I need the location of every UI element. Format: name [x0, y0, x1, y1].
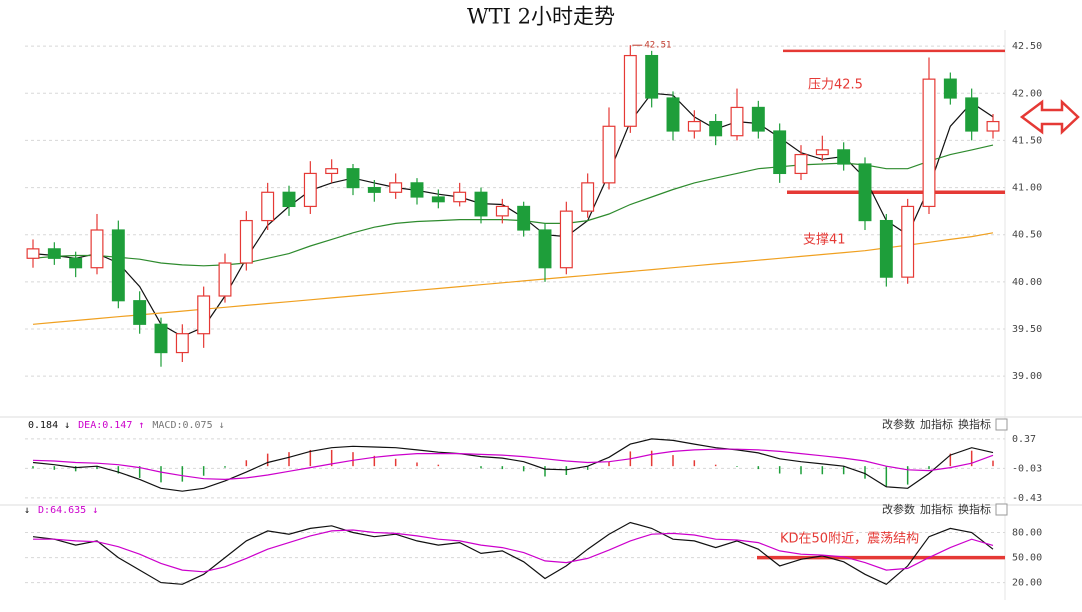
- plot: 42.50 42.00 41.50 41.00 40.50 40.00 39.50 39.00…: [24, 41, 1042, 589]
- candle-body: [26, 248, 40, 259]
- candle-body: [687, 120, 701, 132]
- candle-body: [922, 78, 936, 208]
- y-tick-label: 41.00: [1012, 183, 1042, 194]
- candle-body: [495, 205, 509, 217]
- legend-entry: MACD:0.075 ↓: [152, 420, 224, 431]
- panel-button: 改参数: [882, 417, 915, 431]
- candle-body: [431, 196, 445, 203]
- legend-entry: 0.184 ↓: [28, 420, 70, 431]
- indicator-line: [32, 232, 994, 325]
- candle-body: [538, 229, 552, 269]
- panel-button: 加指标: [920, 502, 953, 516]
- indicator-line: [32, 438, 994, 492]
- y-tick-label: 40.00: [1012, 277, 1042, 288]
- high-label: 42.51: [644, 41, 671, 51]
- double-arrow: [1019, 99, 1080, 135]
- candle-body: [559, 210, 573, 269]
- candle-body: [581, 182, 595, 212]
- candle-body: [69, 257, 83, 269]
- indicator-line: [32, 92, 994, 338]
- candle-body: [474, 191, 488, 217]
- candle-body: [303, 172, 317, 208]
- chart-title: WTI 2小时走势: [467, 5, 615, 29]
- candle-body: [389, 182, 403, 193]
- candle-body: [325, 168, 339, 175]
- candle-body: [709, 120, 723, 137]
- candle-body: [453, 191, 467, 203]
- indicator-line: [32, 448, 994, 481]
- candle-body: [367, 186, 381, 193]
- candle-body: [47, 248, 61, 259]
- candle-body: [239, 219, 253, 264]
- panel-button: 改参数: [882, 502, 915, 516]
- candle-body: [282, 191, 296, 208]
- panel-button: 换指标: [958, 502, 991, 516]
- y-tick-label: 42.00: [1012, 88, 1042, 99]
- candle-body: [837, 149, 851, 165]
- candle-body: [133, 300, 147, 325]
- candle-body: [623, 54, 637, 127]
- candle-body: [965, 97, 979, 132]
- y-tick-label: 42.50: [1012, 41, 1042, 52]
- legend-entry: D:64.635 ↓: [38, 505, 98, 516]
- annotation: 支撑41: [803, 233, 846, 248]
- indicator-line: [33, 529, 994, 573]
- candle-body: [901, 205, 915, 278]
- indicator-line: [32, 521, 994, 586]
- candle-body: [751, 106, 765, 132]
- candle-body: [773, 130, 787, 175]
- candle-body: [794, 153, 808, 175]
- candle-body: [111, 229, 125, 302]
- candle-body: [261, 191, 275, 222]
- y-tick-label: -0.03: [1012, 463, 1042, 474]
- candle-body: [815, 149, 829, 156]
- candle-body: [879, 219, 893, 278]
- y-tick-label: 41.50: [1012, 135, 1042, 146]
- y-tick-label: 0.37: [1012, 434, 1036, 445]
- y-tick-label: -0.43: [1012, 493, 1042, 504]
- candle-body: [986, 120, 1000, 132]
- candle-body: [943, 78, 957, 99]
- legend-entry: DEA:0.147 ↑: [78, 420, 144, 431]
- close-button: [995, 503, 1008, 516]
- y-tick-label: 39.50: [1012, 324, 1042, 335]
- candle-body: [517, 205, 531, 231]
- y-tick-label: 50.00: [1012, 553, 1042, 564]
- candle-body: [346, 168, 360, 189]
- candle-body: [154, 323, 168, 354]
- candle-body: [666, 97, 680, 132]
- annotation: KD在50附近，震荡结构: [780, 532, 919, 547]
- y-tick-label: 80.00: [1012, 528, 1042, 539]
- close-button: [995, 418, 1008, 431]
- legend-entry: ↓: [24, 505, 30, 516]
- panel-button: 换指标: [958, 417, 991, 431]
- candle-body: [218, 262, 232, 297]
- y-tick-label: 40.50: [1012, 230, 1042, 241]
- candle-body: [175, 333, 189, 354]
- candle-body: [730, 106, 744, 137]
- candle-body: [858, 163, 872, 222]
- candle-body: [645, 54, 659, 99]
- annotation: 压力42.5: [808, 78, 863, 93]
- candle-body: [602, 125, 616, 184]
- candle-body: [197, 295, 211, 335]
- candle-body: [410, 182, 424, 198]
- indicator-line: [32, 144, 994, 267]
- panel-button: 加指标: [920, 417, 953, 431]
- candle-body: [90, 229, 104, 269]
- y-tick-label: 39.00: [1012, 371, 1042, 382]
- y-tick-label: 20.00: [1012, 578, 1042, 589]
